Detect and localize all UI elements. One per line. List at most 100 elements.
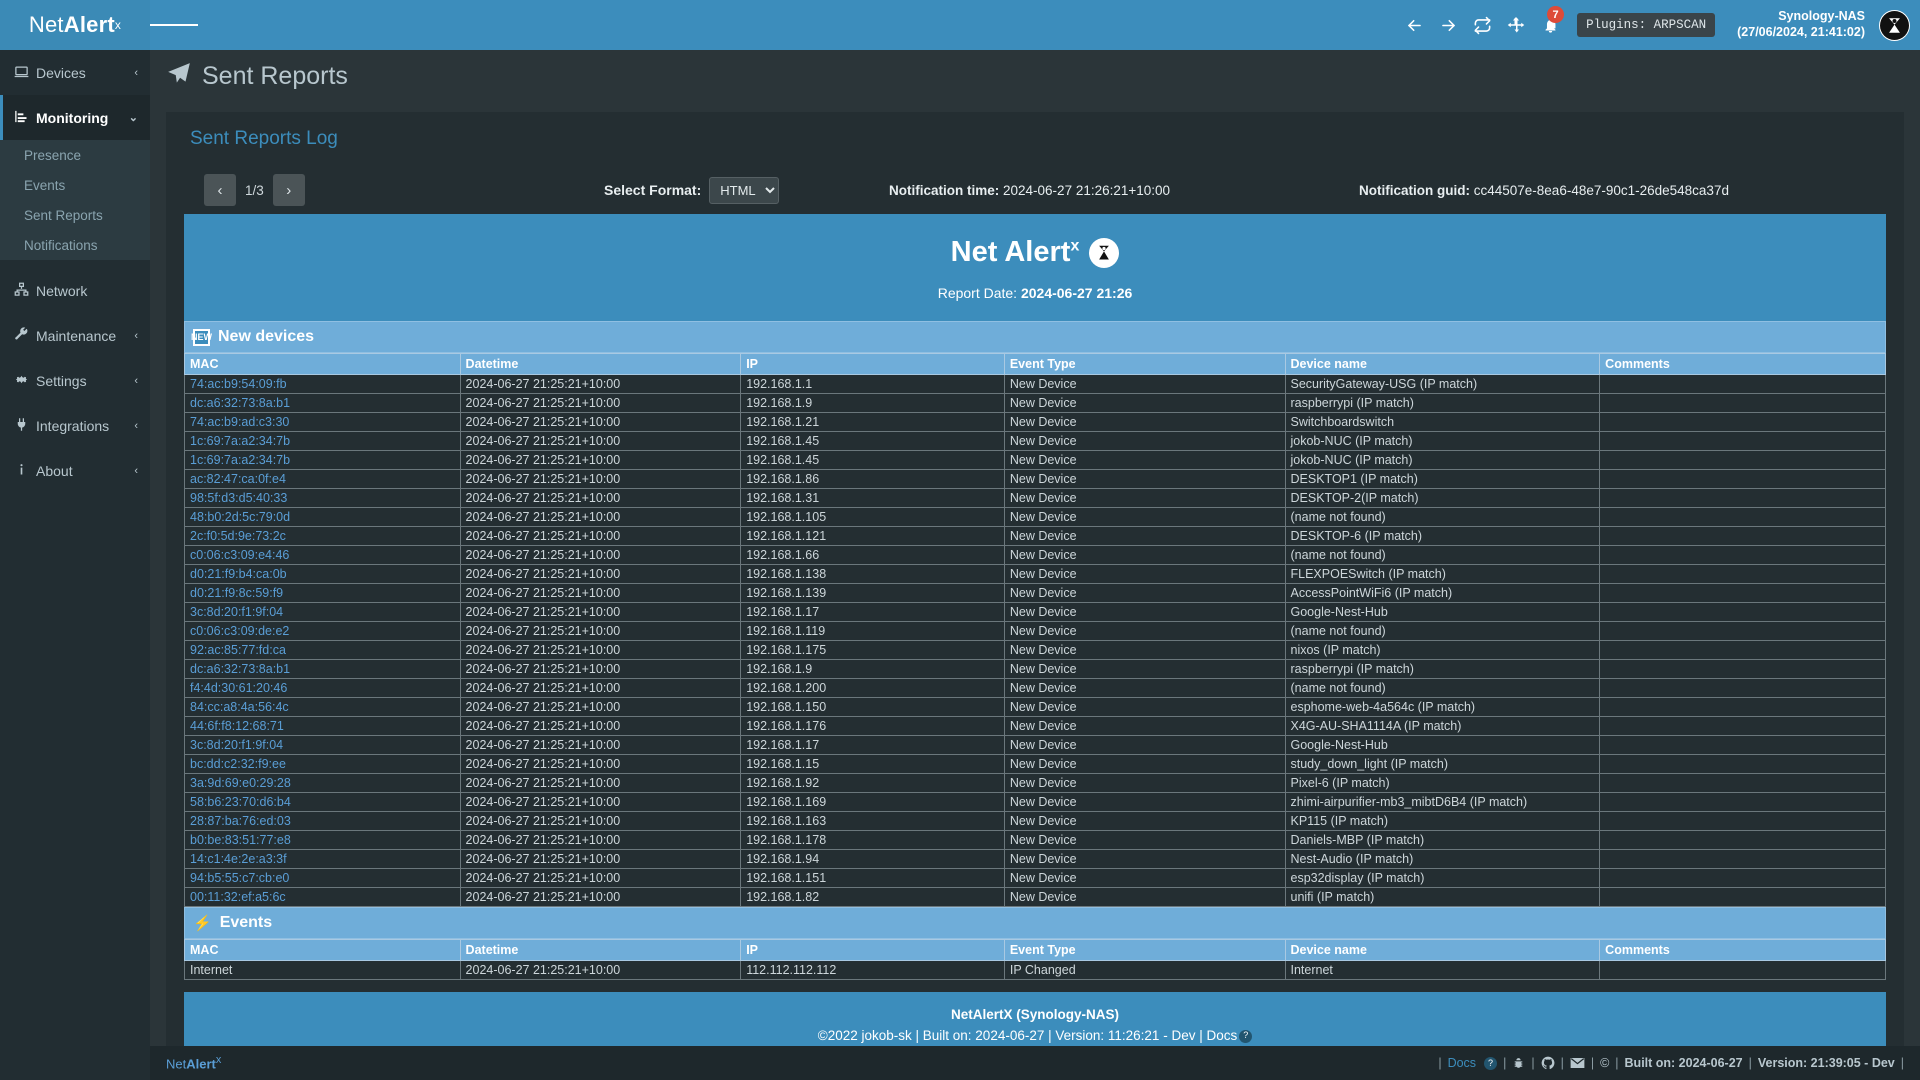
cell-comments <box>1599 678 1886 698</box>
cell-mac[interactable]: 3c:8d:20:f1:9f:04 <box>184 735 461 755</box>
table-row: 00:11:32:ef:a5:6c 2024-06-27 21:25:21+10:… <box>184 887 1886 907</box>
cell-mac[interactable]: c0:06:c3:09:e4:46 <box>184 545 461 565</box>
cell-mac[interactable]: 00:11:32:ef:a5:6c <box>184 887 461 907</box>
cell-device-name: unifi (IP match) <box>1284 887 1601 907</box>
sidebar-item-devices[interactable]: Devices ‹ <box>0 50 150 95</box>
sent-reports-panel: Sent Reports Log ‹ 1/3 › Select Format: … <box>166 110 1904 1079</box>
sidebar-item-sent-reports[interactable]: Sent Reports <box>0 200 150 230</box>
cell-comments <box>1599 393 1886 413</box>
github-icon[interactable] <box>1541 1056 1555 1070</box>
col-comments: Comments <box>1599 353 1886 375</box>
cell-mac[interactable]: c0:06:c3:09:de:e2 <box>184 621 461 641</box>
cell-mac[interactable]: ac:82:47:ca:0f:e4 <box>184 469 461 489</box>
help-icon[interactable]: ? <box>1239 1029 1253 1043</box>
cell-datetime: 2024-06-27 21:25:21+10:00 <box>459 374 742 394</box>
cell-ip: 192.168.1.17 <box>740 735 1005 755</box>
section-title: New devices <box>218 328 315 345</box>
report-footer-line2: ©2022 jokob-sk | Built on: 2024-06-27 | … <box>184 1026 1886 1047</box>
sidebar-subitem-label: Events <box>24 177 66 193</box>
cell-device-name: (name not found) <box>1284 507 1601 527</box>
cell-mac[interactable]: d0:21:f9:8c:59:f9 <box>184 583 461 603</box>
report-title: Net Alertx <box>951 236 1120 269</box>
refresh-icon[interactable] <box>1465 0 1499 50</box>
bug-icon[interactable] <box>1512 1057 1525 1070</box>
sidebar-item-notifications[interactable]: Notifications <box>0 230 150 260</box>
sidebar-item-monitoring[interactable]: Monitoring ⌄ <box>0 95 150 140</box>
wrench-icon <box>14 326 36 345</box>
footer-links: | Docs ? | | | | © | Built on: 2024-06-2… <box>1438 1056 1904 1070</box>
sidebar-item-integrations[interactable]: Integrations ‹ <box>0 403 150 448</box>
cell-ip: 192.168.1.150 <box>740 697 1005 717</box>
cell-device-name: DESKTOP-6 (IP match) <box>1284 526 1601 546</box>
sidebar-item-label: Network <box>36 282 88 299</box>
fullscreen-icon[interactable] <box>1499 0 1533 50</box>
sidebar-item-settings[interactable]: Settings ‹ <box>0 358 150 403</box>
cell-datetime: 2024-06-27 21:25:21+10:00 <box>459 754 742 774</box>
cell-ip: 192.168.1.121 <box>740 526 1005 546</box>
col-mac: MAC <box>184 939 461 961</box>
cell-mac[interactable]: 3a:9d:69:e0:29:28 <box>184 773 461 793</box>
cell-mac[interactable]: d0:21:f9:b4:ca:0b <box>184 564 461 584</box>
sidebar-item-maintenance[interactable]: Maintenance ‹ <box>0 313 150 358</box>
cell-mac[interactable]: 44:6f:f8:12:68:71 <box>184 716 461 736</box>
prev-page-button[interactable]: ‹ <box>204 174 236 206</box>
cell-mac[interactable]: 3c:8d:20:f1:9f:04 <box>184 602 461 622</box>
table-row: 1c:69:7a:a2:34:7b 2024-06-27 21:25:21+10:… <box>184 450 1886 470</box>
sidebar-toggle-button[interactable] <box>150 0 198 50</box>
gear-icon <box>14 372 36 390</box>
plugins-chip[interactable]: Plugins: ARPSCAN <box>1577 13 1716 37</box>
cell-mac[interactable]: bc:dd:c2:32:f9:ee <box>184 754 461 774</box>
col-event-type: Event Type <box>1003 353 1286 375</box>
next-page-button[interactable]: › <box>272 174 305 206</box>
cell-mac[interactable]: 14:c1:4e:2e:a3:3f <box>184 849 461 869</box>
sidebar-item-network[interactable]: Network <box>0 268 150 313</box>
docs-link[interactable]: Docs <box>1447 1056 1477 1070</box>
notification-guid-label: Notification guid: <box>1359 182 1470 198</box>
hamburger-bar <box>182 24 198 26</box>
cell-comments <box>1599 469 1886 489</box>
table-row: c0:06:c3:09:e4:46 2024-06-27 21:25:21+10:… <box>184 545 1886 565</box>
cell-event-type: New Device <box>1003 393 1286 413</box>
cell-mac[interactable]: 2c:f0:5d:9e:73:2c <box>184 526 461 546</box>
cell-mac[interactable]: f4:4d:30:61:20:46 <box>184 678 461 698</box>
cell-mac[interactable]: 1c:69:7a:a2:34:7b <box>184 431 461 451</box>
events-tbody: Internet 2024-06-27 21:25:21+10:00 112.112… <box>184 960 1886 980</box>
cell-device-name: study_down_light (IP match) <box>1284 754 1601 774</box>
events-table: MAC Datetime IP Event Type Device name C… <box>184 939 1886 980</box>
cell-event-type: New Device <box>1003 450 1286 470</box>
cell-datetime: 2024-06-27 21:25:21+10:00 <box>459 697 742 717</box>
cell-device-name: Google-Nest-Hub <box>1284 602 1601 622</box>
cell-mac[interactable]: 92:ac:85:77:fd:ca <box>184 640 461 660</box>
hamburger-bar <box>150 24 166 26</box>
cell-mac[interactable]: dc:a6:32:73:8a:b1 <box>184 393 461 413</box>
cell-mac[interactable]: 74:ac:b9:54:09:fb <box>184 374 461 394</box>
app-logo[interactable]: Net Alert x <box>0 0 150 50</box>
sidebar-item-events[interactable]: Events <box>0 170 150 200</box>
sidebar-item-about[interactable]: About ‹ <box>0 448 150 493</box>
mail-icon[interactable] <box>1570 1057 1585 1069</box>
cell-device-name: Pixel-6 (IP match) <box>1284 773 1601 793</box>
cell-mac[interactable]: dc:a6:32:73:8a:b1 <box>184 659 461 679</box>
bell-icon[interactable]: 7 <box>1533 0 1567 50</box>
cell-mac[interactable]: 98:5f:d3:d5:40:33 <box>184 488 461 508</box>
sidebar-item-presence[interactable]: Presence <box>0 140 150 170</box>
cell-mac[interactable]: 48:b0:2d:5c:79:0d <box>184 507 461 527</box>
format-select[interactable]: HTML <box>709 176 780 204</box>
col-ip: IP <box>740 939 1005 961</box>
cell-mac[interactable]: 58:b6:23:70:d6:b4 <box>184 792 461 812</box>
sidebar-subitem-label: Presence <box>24 147 82 163</box>
cell-mac[interactable]: 28:87:ba:76:ed:03 <box>184 811 461 831</box>
cell-datetime: 2024-06-27 21:25:21+10:00 <box>459 564 742 584</box>
cell-mac[interactable]: b0:be:83:51:77:e8 <box>184 830 461 850</box>
back-icon[interactable] <box>1397 0 1431 50</box>
top-navbar: Net Alert x 7 Plugins: ARPSCAN Synology-NA… <box>0 0 1920 50</box>
cell-mac[interactable]: 84:cc:a8:4a:56:4c <box>184 697 461 717</box>
cell-ip: 192.168.1.139 <box>740 583 1005 603</box>
cell-mac[interactable]: 94:b5:55:c7:cb:e0 <box>184 868 461 888</box>
help-icon[interactable]: ? <box>1484 1056 1498 1070</box>
forward-icon[interactable] <box>1431 0 1465 50</box>
cell-mac[interactable]: 74:ac:b9:ad:c3:30 <box>184 412 461 432</box>
separator: | <box>1438 1056 1442 1070</box>
avatar[interactable] <box>1879 9 1910 41</box>
cell-mac[interactable]: 1c:69:7a:a2:34:7b <box>184 450 461 470</box>
